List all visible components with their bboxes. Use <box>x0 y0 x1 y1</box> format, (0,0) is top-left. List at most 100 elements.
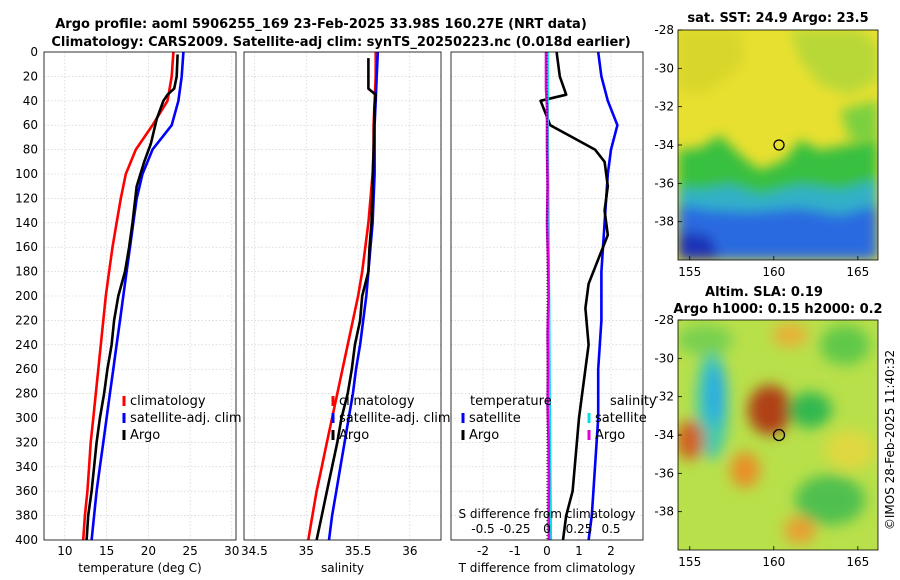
depth-tick-label: 400 <box>15 533 38 547</box>
difference-xtick-label: 1 <box>575 544 583 558</box>
temperature-xtick-label: 10 <box>57 544 72 558</box>
depth-tick-label: 380 <box>15 509 38 523</box>
salinity-panel: 34.5 35 35.5 36 salinity climatology satellite… <box>241 51 451 575</box>
sla_map-ytick-label: -38 <box>654 505 674 519</box>
depth-tick-label: 60 <box>23 118 38 132</box>
sst-warm-patch <box>678 30 745 95</box>
sla-high-center <box>748 385 792 435</box>
temperature-series-argo <box>85 54 179 541</box>
temperature-xtick-label: 25 <box>182 544 197 558</box>
salinity-frame <box>243 51 442 541</box>
depth-tick-label: 140 <box>15 216 38 230</box>
sst_map-xtick-label: 155 <box>678 265 701 279</box>
temperature-legend-label: climatology <box>130 394 206 409</box>
depth-tick-label: 280 <box>15 387 38 401</box>
sst-argo-marker <box>773 139 785 151</box>
difference-temperature-legend-label: satellite <box>469 411 521 426</box>
difference-salinity-legend-label: satellite <box>595 411 647 426</box>
sst_map-ytick-label: -32 <box>654 100 674 114</box>
sst_map-ytick-label: -30 <box>654 61 674 75</box>
sst-mid-green <box>840 100 878 140</box>
difference-temperature-legend-label: Argo <box>469 428 499 443</box>
sla-yellow-mid <box>825 430 875 470</box>
difference-xtick-label: -2 <box>477 544 489 558</box>
difference-xtick-label: 2 <box>607 544 615 558</box>
difference-panel: -2 -1 0 1 2 T difference from climatology S di… <box>450 51 657 575</box>
depth-tick-label: 80 <box>23 143 38 157</box>
sst_map-ytick-label: -38 <box>654 215 674 229</box>
salinity-legend-label: Argo <box>339 428 369 443</box>
sla_map-xtick-label: 160 <box>762 555 785 569</box>
temperature-xtick-label: 20 <box>141 544 156 558</box>
temperature-legend-label: Argo <box>130 428 160 443</box>
sla-map-subtitle: Argo h1000: 0.15 h2000: 0.2 <box>673 302 882 317</box>
temperature-series-climatology <box>81 51 175 541</box>
sla-map: Altim. SLA: 0.19 Argo h1000: 0.15 h2000:… <box>654 285 882 569</box>
temperature-frame <box>43 51 237 541</box>
difference-s-tick-label: 0.5 <box>601 522 620 536</box>
depth-tick-label: 20 <box>23 69 38 83</box>
salinity-xtick-label: 35 <box>299 544 314 558</box>
salinity-series-argo <box>315 58 377 541</box>
salinity-legend-label: climatology <box>339 394 415 409</box>
sla-low-west-core <box>707 365 723 425</box>
imos-credit: ©IMOS 28-Feb-2025 11:40:32 <box>883 350 897 530</box>
sla-orange-north <box>772 323 808 347</box>
depth-tick-label: 180 <box>15 265 38 279</box>
sst_map-ytick-label: -34 <box>654 138 674 152</box>
depth-tick-label: 120 <box>15 191 38 205</box>
sla_map-xtick-label: 155 <box>678 555 701 569</box>
temperature-series-satellite-adj-clim <box>90 51 185 541</box>
depth-tick-label: 340 <box>15 460 38 474</box>
sla-green-east <box>788 392 832 428</box>
sla-high-west <box>678 420 704 460</box>
sst_map-xtick-label: 160 <box>762 265 785 279</box>
difference-xlabel: T difference from climatology <box>458 561 636 575</box>
depth-tick-label: 300 <box>15 411 38 425</box>
temperature-xtick-label: 30 <box>224 544 239 558</box>
figure-title-line1: Argo profile: aoml 5906255_169 23-Feb-20… <box>55 17 587 32</box>
difference-s-tick-label: 0 <box>543 522 551 536</box>
sst_map-ytick-label: -36 <box>654 176 674 190</box>
difference-xtick-label: -1 <box>509 544 521 558</box>
difference-s-tick-label: -0.25 <box>499 522 530 536</box>
sla-high-center-2 <box>730 452 760 488</box>
difference-series-temperature-argo <box>539 51 610 541</box>
depth-tick-label: 320 <box>15 435 38 449</box>
depth-tick-label: 200 <box>15 289 38 303</box>
sla_map-ytick-label: -28 <box>654 313 674 327</box>
sst-map-title: sat. SST: 24.9 Argo: 23.5 <box>687 11 868 26</box>
depth-tick-label: 0 <box>30 45 38 59</box>
depth-tick-label: 100 <box>15 167 38 181</box>
salinity-xtick-label: 36 <box>402 544 417 558</box>
difference-s-axis-label: S difference from climatology <box>459 507 636 521</box>
temperature-panel: 10 15 20 25 30 temperature (deg C) 0 20 40 60 80 10… <box>15 45 242 575</box>
temperature-xtick-label: 15 <box>99 544 114 558</box>
sst_map-ytick-label: -28 <box>654 23 674 37</box>
depth-tick-label: 220 <box>15 313 38 327</box>
sla-orange-s <box>784 516 816 544</box>
depth-tick-label: 160 <box>15 240 38 254</box>
sst-deep-blue <box>678 232 720 260</box>
depth-tick-label: 40 <box>23 94 38 108</box>
sla_map-ytick-label: -32 <box>654 390 674 404</box>
sla-map-title: Altim. SLA: 0.19 <box>705 285 823 300</box>
sla-argo-marker <box>772 428 786 442</box>
salinity-xtick-label: 35.5 <box>345 544 372 558</box>
temperature-xlabel: temperature (deg C) <box>78 561 201 575</box>
difference-s-tick-label: 0.25 <box>566 522 593 536</box>
temperature-legend-label: satellite-adj. clim <box>130 411 242 426</box>
sst-map: sat. SST: 24.9 Argo: 23.5 155 160 165 -28 -3… <box>654 11 879 279</box>
sst_map-xtick-label: 165 <box>846 265 869 279</box>
salinity-legend-label: satellite-adj. clim <box>339 411 451 426</box>
sla_map-ytick-label: -34 <box>654 428 674 442</box>
sla_map-ytick-label: -36 <box>654 466 674 480</box>
depth-tick-label: 240 <box>15 338 38 352</box>
depth-tick-label: 360 <box>15 484 38 498</box>
salinity-xtick-label: 34.5 <box>241 544 268 558</box>
sla-green-ne <box>820 325 870 365</box>
sla_map-xtick-label: 165 <box>846 555 869 569</box>
sla-green-se <box>795 475 865 525</box>
figure-title-line2: Climatology: CARS2009. Satellite-adj cli… <box>51 35 630 50</box>
